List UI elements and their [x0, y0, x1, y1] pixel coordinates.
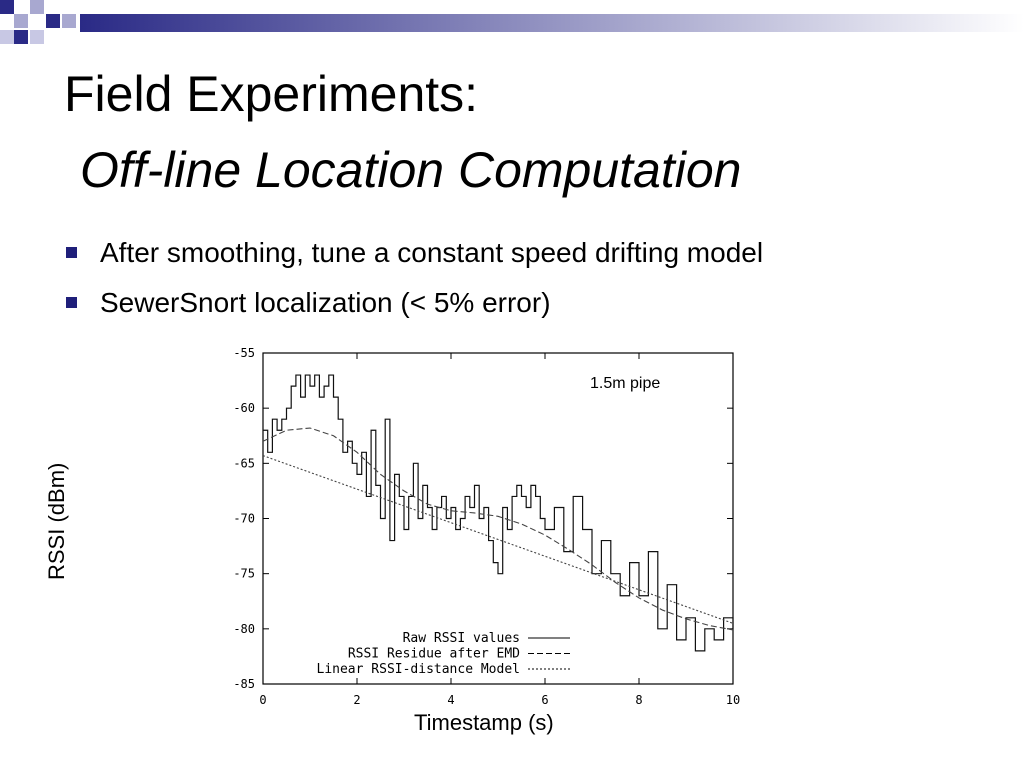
series-line-1 [263, 374, 734, 652]
legend-label: Raw RSSI values [403, 631, 520, 646]
x-tick-label: 2 [353, 693, 360, 707]
y-tick-label: -55 [233, 346, 255, 360]
y-tick-label: -85 [233, 677, 255, 691]
y-tick-label: -80 [233, 622, 255, 636]
header-gradient-bar [80, 14, 1024, 32]
legend-label: RSSI Residue after EMD [348, 647, 520, 662]
deco-square [30, 0, 44, 14]
y-axis-label: RSSI (dBm) [44, 462, 69, 580]
deco-square [0, 30, 14, 44]
deco-square [14, 0, 28, 14]
header-decoration [0, 0, 1024, 44]
series-line-3 [262, 455, 734, 624]
y-tick-label: -75 [233, 567, 255, 581]
chart-annotation: 1.5m pipe [590, 375, 661, 392]
x-axis-label: Timestamp (s) [414, 710, 554, 735]
deco-square [30, 30, 44, 44]
deco-square [14, 30, 28, 44]
bullet-text: SewerSnort localization (< 5% error) [100, 287, 551, 318]
bullet-text: After smoothing, tune a constant speed d… [100, 237, 764, 268]
deco-square [62, 14, 76, 28]
x-tick-label: 8 [635, 693, 642, 707]
deco-square [0, 0, 14, 14]
x-tick-label: 10 [726, 693, 740, 707]
deco-square [46, 14, 60, 28]
square-bullet-icon [66, 297, 77, 308]
bullet-item: SewerSnort localization (< 5% error) [64, 278, 763, 328]
y-tick-label: -60 [233, 401, 255, 415]
series-line-2 [262, 427, 734, 631]
x-tick-label: 4 [447, 693, 454, 707]
x-tick-label: 6 [541, 693, 548, 707]
bullet-item: After smoothing, tune a constant speed d… [64, 228, 763, 278]
square-bullet-icon [66, 247, 77, 258]
slide-title: Field Experiments: [64, 66, 479, 122]
slide-subtitle: Off-line Location Computation [80, 142, 742, 198]
x-tick-label: 0 [259, 693, 266, 707]
bullet-list: After smoothing, tune a constant speed d… [64, 228, 763, 328]
legend-label: Linear RSSI-distance Model [317, 662, 521, 677]
y-tick-label: -70 [233, 512, 255, 526]
deco-square [14, 14, 28, 28]
rssi-chart: -55 -60 -65 -70 -75 -80 -85 0 2 4 6 8 10 Raw RSSI val… [233, 346, 740, 707]
y-tick-label: -65 [233, 456, 255, 470]
